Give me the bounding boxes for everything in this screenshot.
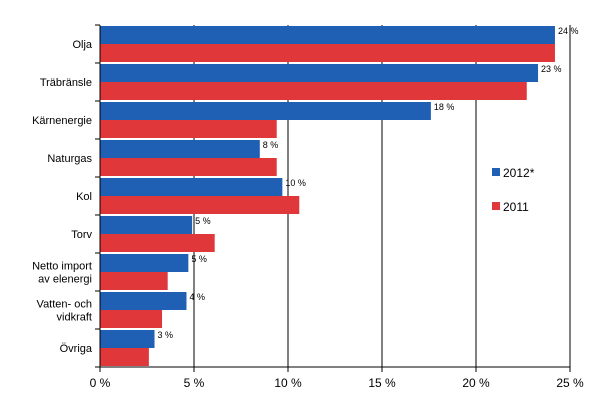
bar-k-rnenergie-2012 [100, 102, 431, 120]
legend: 2012* 2011 [492, 166, 535, 214]
data-label-k-rnenergie-2012: 18 % [434, 102, 455, 112]
category-label-line: Kol [76, 191, 92, 203]
data-labels: 24 % 23 % 18 % 8 % 10 % 5 % 5 % 4 % 3 % [158, 26, 579, 340]
category-label-kol: Kol [76, 191, 92, 203]
category-label-line: Övriga [60, 343, 93, 355]
legend-swatch-2011 [492, 202, 500, 210]
bar-olja-2012 [100, 26, 555, 44]
bar-torv-2011 [100, 234, 215, 252]
data-label-torv-2012: 5 % [195, 216, 211, 226]
bar-kol-2011 [100, 196, 300, 214]
bar-naturgas-2012 [100, 140, 260, 158]
category-label-vatten-och-vidkraft: Vatten- och vidkraft [37, 299, 92, 324]
bar-netto-import-av-elenergi-2012 [100, 254, 189, 272]
axes [95, 24, 571, 372]
category-label-line: Netto import [32, 261, 92, 273]
category-label-netto-import-av-elenergi: Netto import av elenergi [32, 261, 92, 286]
bar-tr-br-nsle-2012 [100, 64, 539, 82]
x-tick-label-5: 5 % [184, 376, 205, 390]
category-label-line: av elenergi [38, 274, 92, 286]
bar-vatten-och-vidkraft-2012 [100, 292, 187, 310]
x-tick-labels: 0 % 5 % 10 % 15 % 20 % 25 % [90, 376, 584, 390]
category-label-line: Torv [71, 229, 92, 241]
category-label-olja: Olja [72, 39, 92, 51]
data-label-naturgas-2012: 8 % [263, 140, 279, 150]
bar-naturgas-2011 [100, 158, 277, 176]
data-label-kol-2012: 10 % [285, 178, 306, 188]
data-label-olja-2012: 24 % [558, 26, 579, 36]
bar-netto-import-av-elenergi-2011 [100, 272, 168, 290]
category-labels: Olja Träbränsle Kärnenergie Naturgas Kol Torv… [32, 39, 93, 355]
category-label-line: Vatten- och [37, 299, 92, 311]
category-label-line: Kärnenergie [32, 115, 92, 127]
category-label-torv: Torv [71, 229, 92, 241]
data-label-vriga-2012: 3 % [158, 330, 174, 340]
category-label-k-rnenergie: Kärnenergie [32, 115, 92, 127]
category-label-line: Olja [72, 39, 92, 51]
category-label-naturgas: Naturgas [47, 153, 92, 165]
bar-vatten-och-vidkraft-2011 [100, 310, 163, 328]
data-label-netto-import-av-elenergi-2012: 5 % [191, 254, 207, 264]
category-label-line: vidkraft [57, 312, 92, 324]
bars [100, 26, 555, 366]
x-tick-label-15: 15 % [368, 376, 396, 390]
bar-olja-2011 [100, 44, 555, 62]
bar-tr-br-nsle-2011 [100, 82, 527, 100]
bar-torv-2012 [100, 216, 193, 234]
bar-vriga-2012 [100, 330, 155, 348]
bar-vriga-2011 [100, 348, 149, 366]
category-label-line: Träbränsle [40, 77, 92, 89]
data-label-tr-br-nsle-2012: 23 % [541, 64, 562, 74]
category-label-line: Naturgas [47, 153, 92, 165]
category-label-vriga: Övriga [60, 343, 93, 355]
bar-kol-2012 [100, 178, 283, 196]
x-tick-label-20: 20 % [462, 376, 490, 390]
x-tick-label-10: 10 % [274, 376, 302, 390]
legend-swatch-2012 [492, 168, 500, 176]
bar-k-rnenergie-2011 [100, 120, 277, 138]
x-tick-label-25: 25 % [556, 376, 584, 390]
x-tick-label-0: 0 % [90, 376, 111, 390]
data-label-vatten-och-vidkraft-2012: 4 % [189, 292, 205, 302]
category-label-tr-br-nsle: Träbränsle [40, 77, 92, 89]
legend-label-2012: 2012* [503, 166, 535, 180]
legend-label-2011: 2011 [503, 200, 529, 214]
